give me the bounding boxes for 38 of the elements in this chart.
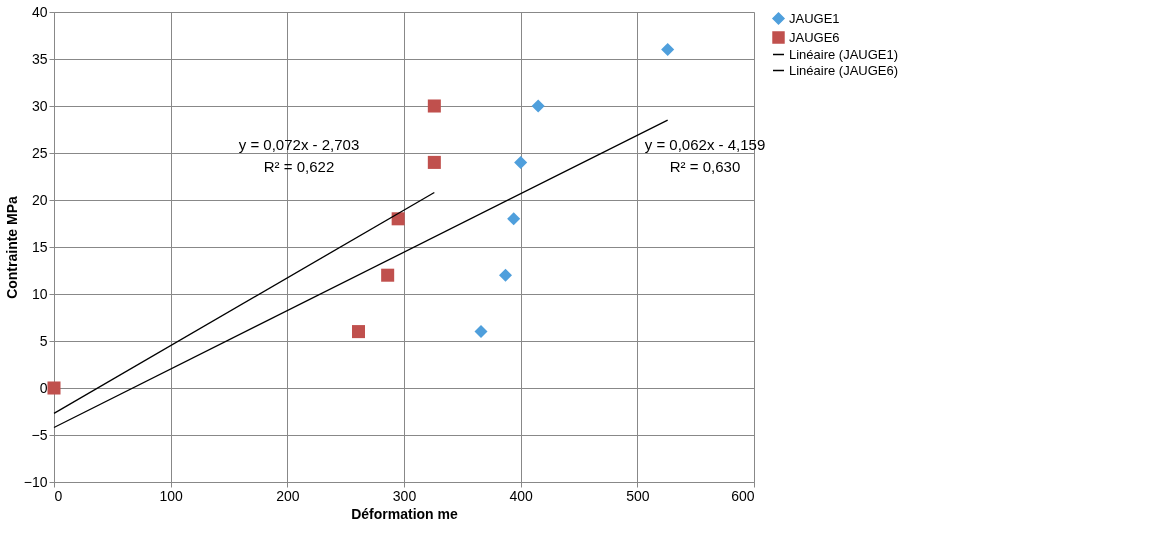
point xyxy=(351,325,366,339)
point xyxy=(427,155,441,169)
x-tick-label: 500 xyxy=(626,487,650,504)
x-tick-label: 600 xyxy=(731,487,755,504)
x-axis-title: Déformation me xyxy=(351,505,458,522)
y-tick-label: 0 xyxy=(39,379,48,396)
x-tick-label: 200 xyxy=(276,487,300,504)
point xyxy=(427,99,441,113)
point xyxy=(381,268,395,282)
y-tick-label: 20 xyxy=(31,191,48,208)
x-tick-label: 100 xyxy=(159,487,184,504)
legend-label: JAUGE1 xyxy=(789,10,840,26)
legend-label: Linéaire (JAUGE1) xyxy=(789,46,899,62)
x-tick-label: 0 xyxy=(54,487,63,504)
x-tick-label: 300 xyxy=(392,487,417,504)
legend-label: JAUGE6 xyxy=(789,29,840,45)
y-tick-label: 10 xyxy=(31,285,48,302)
annotation: y = 0,062x - 4,159 R² = 0,630 xyxy=(644,136,766,175)
point xyxy=(47,381,61,395)
y-tick-label: 15 xyxy=(31,238,48,255)
y-tick-label: 35 xyxy=(31,50,48,67)
legend-label: Linéaire (JAUGE6) xyxy=(789,62,899,78)
y-tick-label: 5 xyxy=(39,332,48,349)
y-axis-title: Contrainte MPa xyxy=(3,195,20,299)
point xyxy=(661,43,675,57)
point xyxy=(507,212,521,226)
point xyxy=(474,325,488,339)
point xyxy=(514,155,528,169)
point xyxy=(531,99,545,113)
x-tick-label: 400 xyxy=(509,487,534,504)
y-tick-label: −10 xyxy=(23,473,48,490)
point xyxy=(498,268,513,282)
y-tick-label: 40 xyxy=(31,3,48,20)
y-tick-label: 25 xyxy=(31,144,48,161)
y-tick-label: −5 xyxy=(31,426,48,443)
point xyxy=(391,212,405,226)
y-tick-label: 30 xyxy=(31,97,48,114)
annotation: y = 0,072x - 2,703 R² = 0,622 xyxy=(238,136,360,175)
